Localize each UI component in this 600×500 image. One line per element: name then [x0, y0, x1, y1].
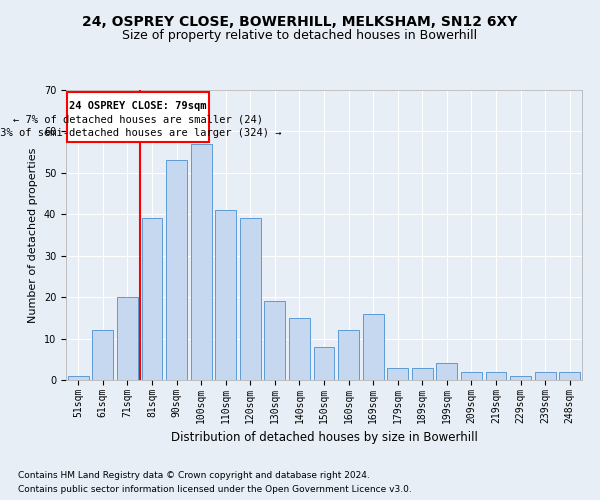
Text: 24 OSPREY CLOSE: 79sqm: 24 OSPREY CLOSE: 79sqm	[69, 101, 206, 111]
Bar	[485, 372, 506, 380]
Y-axis label: Number of detached properties: Number of detached properties	[28, 148, 38, 322]
Bar	[314, 347, 334, 380]
Text: ← 7% of detached houses are smaller (24): ← 7% of detached houses are smaller (24)	[13, 114, 263, 124]
Bar	[215, 210, 236, 380]
Bar	[265, 302, 286, 380]
Bar	[387, 368, 408, 380]
Bar	[338, 330, 359, 380]
Text: 24, OSPREY CLOSE, BOWERHILL, MELKSHAM, SN12 6XY: 24, OSPREY CLOSE, BOWERHILL, MELKSHAM, S…	[82, 16, 518, 30]
Text: 93% of semi-detached houses are larger (324) →: 93% of semi-detached houses are larger (…	[0, 128, 281, 138]
Bar	[436, 364, 457, 380]
Bar	[68, 376, 89, 380]
Bar	[92, 330, 113, 380]
FancyBboxPatch shape	[67, 92, 209, 142]
Bar	[362, 314, 383, 380]
Bar	[142, 218, 163, 380]
Bar	[289, 318, 310, 380]
Bar	[535, 372, 556, 380]
Text: Contains HM Land Registry data © Crown copyright and database right 2024.: Contains HM Land Registry data © Crown c…	[18, 472, 370, 480]
Bar	[117, 297, 138, 380]
Bar	[240, 218, 261, 380]
Bar	[461, 372, 482, 380]
X-axis label: Distribution of detached houses by size in Bowerhill: Distribution of detached houses by size …	[170, 431, 478, 444]
Bar	[559, 372, 580, 380]
Bar	[510, 376, 531, 380]
Bar	[191, 144, 212, 380]
Bar	[412, 368, 433, 380]
Bar	[166, 160, 187, 380]
Text: Size of property relative to detached houses in Bowerhill: Size of property relative to detached ho…	[122, 28, 478, 42]
Text: Contains public sector information licensed under the Open Government Licence v3: Contains public sector information licen…	[18, 484, 412, 494]
